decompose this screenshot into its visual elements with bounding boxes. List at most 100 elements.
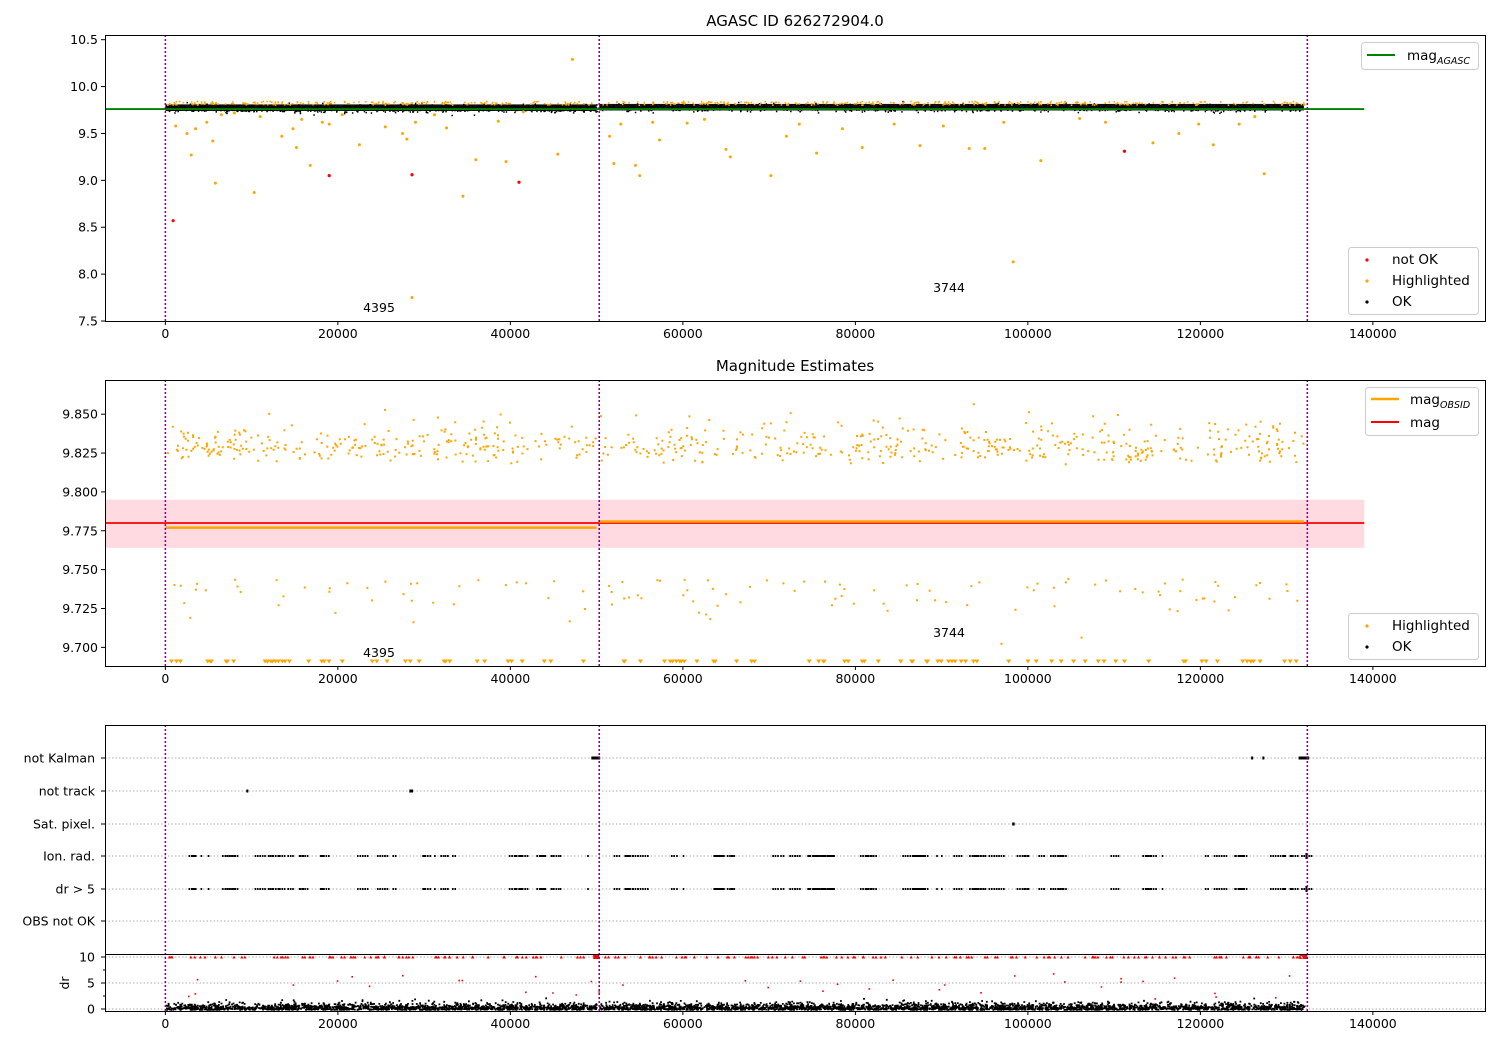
sat-pixel-mark xyxy=(1012,822,1015,826)
dr-axis-label: dr xyxy=(57,976,72,990)
dr-clipped-markers xyxy=(167,955,1308,959)
highlighted-point xyxy=(405,137,409,141)
panel1-data-layer xyxy=(105,35,1365,321)
highlighted-point xyxy=(619,122,623,126)
highlighted-point xyxy=(638,174,642,178)
legend-highlighted-label: Highlighted xyxy=(1392,618,1470,634)
panel2-data-layer xyxy=(105,380,1365,666)
highlighted-point xyxy=(967,146,971,150)
panel3-x-tick-label: 20000 xyxy=(318,1016,358,1031)
highlighted-point xyxy=(1197,122,1201,126)
highlighted-point xyxy=(461,194,465,198)
highlighted-point xyxy=(189,153,193,157)
highlighted-point xyxy=(410,296,414,300)
panel1-x-tick-label: 0 xyxy=(161,326,169,341)
panel2-y-tick-label: 9.825 xyxy=(62,446,98,461)
agasc-magnitude-panel: AGASC ID 626272904.0 7.5 8.0 8.5 9.0 9.5 10.0… xyxy=(70,12,1486,341)
panel1-x-tick-label: 140000 xyxy=(1349,326,1397,341)
legend-not-ok-label: not OK xyxy=(1392,252,1439,268)
highlighted-point xyxy=(219,113,223,117)
legend-ok-label: OK xyxy=(1392,639,1413,655)
panel2-annotation-2: 3744 xyxy=(933,625,965,640)
highlighted-point xyxy=(432,113,436,117)
dr-y-tick-label: 5 xyxy=(87,976,95,991)
panel2-x-tick-label: 80000 xyxy=(835,671,875,686)
highlighted-point xyxy=(658,138,662,142)
panel1-y-tick-label: 9.0 xyxy=(78,173,98,188)
highlighted-point xyxy=(300,117,304,121)
panel1-y-tick-label: 9.5 xyxy=(78,126,98,141)
not-ok-point xyxy=(517,180,521,184)
highlighted-point xyxy=(1039,159,1043,163)
legend-frame xyxy=(1348,247,1479,315)
highlighted-point xyxy=(383,125,387,129)
panel3-x-tick-label: 120000 xyxy=(1177,1016,1225,1031)
panel2-x-tick-label: 100000 xyxy=(1004,671,1052,686)
highlighted-point xyxy=(702,117,706,121)
panel2-x-tick-label: 0 xyxy=(161,671,169,686)
flags-panel: not Kalman not track Sat. pixel. Ion. rad. d… xyxy=(22,725,1486,1031)
legend-ok-swatch xyxy=(1365,645,1369,649)
panel2-x-tick-label: 120000 xyxy=(1177,671,1225,686)
highlighted-point xyxy=(892,122,896,126)
highlighted-point xyxy=(608,134,612,138)
legend-highlighted-swatch xyxy=(1365,279,1369,283)
not-kalman-mark xyxy=(591,756,601,760)
highlighted-point xyxy=(1104,120,1107,124)
panel2-y-tick-label: 9.700 xyxy=(62,640,98,655)
not-kalman-mark xyxy=(1251,756,1254,760)
highlighted-point xyxy=(815,151,819,155)
panel2-annotation-1: 4395 xyxy=(363,645,395,660)
magnitude-estimates-panel: Magnitude Estimates 9.700 9.725 9.750 9.775… xyxy=(62,357,1486,686)
flag-row-label: not Kalman xyxy=(24,751,95,766)
panel2-annotations: 4395 3744 xyxy=(363,625,965,660)
panel2-y-tick-label: 9.725 xyxy=(62,601,98,616)
highlighted-point xyxy=(941,124,945,128)
highlighted-point xyxy=(320,120,324,124)
legend-highlighted-swatch xyxy=(1365,624,1369,628)
panel1-y-tick-label: 10.0 xyxy=(70,79,98,94)
not-track-mark xyxy=(409,789,414,793)
highlighted-point xyxy=(414,120,417,124)
out-of-range-markers xyxy=(169,659,1299,664)
panel1-y-tick-label: 8.5 xyxy=(78,220,98,235)
legend-ok-swatch xyxy=(1365,300,1369,304)
highlighted-point xyxy=(504,160,508,164)
highlighted-point xyxy=(496,119,500,123)
dr-y-tick-label: 0 xyxy=(87,1002,95,1017)
dr-y-tick-label: 10 xyxy=(79,950,95,965)
highlighted-point xyxy=(194,127,198,131)
highlighted-point xyxy=(205,120,209,124)
highlighted-point xyxy=(258,115,262,119)
flag-row-label: Sat. pixel. xyxy=(33,817,95,832)
ok-points-band xyxy=(599,103,1304,111)
highlighted-point xyxy=(685,121,689,125)
legend-frame xyxy=(1361,42,1479,70)
panel1-x-tick-label: 80000 xyxy=(835,326,875,341)
panel3-frame xyxy=(105,725,1486,1012)
highlighted-point xyxy=(797,122,801,126)
flag-row-label: OBS not OK xyxy=(22,914,95,929)
panel2-x-tick-label: 60000 xyxy=(663,671,703,686)
highlighted-point xyxy=(445,126,449,130)
panel2-frame xyxy=(105,380,1486,667)
panel3-x-tick-label: 140000 xyxy=(1349,1016,1397,1031)
panel2-y-tick-label: 9.775 xyxy=(62,523,98,538)
legend-ok-label: OK xyxy=(1392,294,1413,310)
panel2-y-tick-label: 9.850 xyxy=(62,407,98,422)
dr-outlier-points xyxy=(188,973,1291,1000)
panel1-frame xyxy=(105,35,1486,322)
highlighted-point xyxy=(1262,172,1266,176)
highlighted-point xyxy=(232,111,236,115)
highlighted-point xyxy=(211,139,215,143)
not-track-mark xyxy=(246,789,249,793)
highlighted-point xyxy=(724,147,728,151)
highlighted-point xyxy=(521,110,525,114)
panel2-x-tick-label: 40000 xyxy=(490,671,530,686)
panel1-x-tick-label: 60000 xyxy=(663,326,703,341)
flag-row-label: Ion. rad. xyxy=(43,849,95,864)
highlighted-band-points xyxy=(167,100,1306,106)
highlighted-point xyxy=(1002,120,1006,124)
highlighted-point xyxy=(340,113,344,117)
